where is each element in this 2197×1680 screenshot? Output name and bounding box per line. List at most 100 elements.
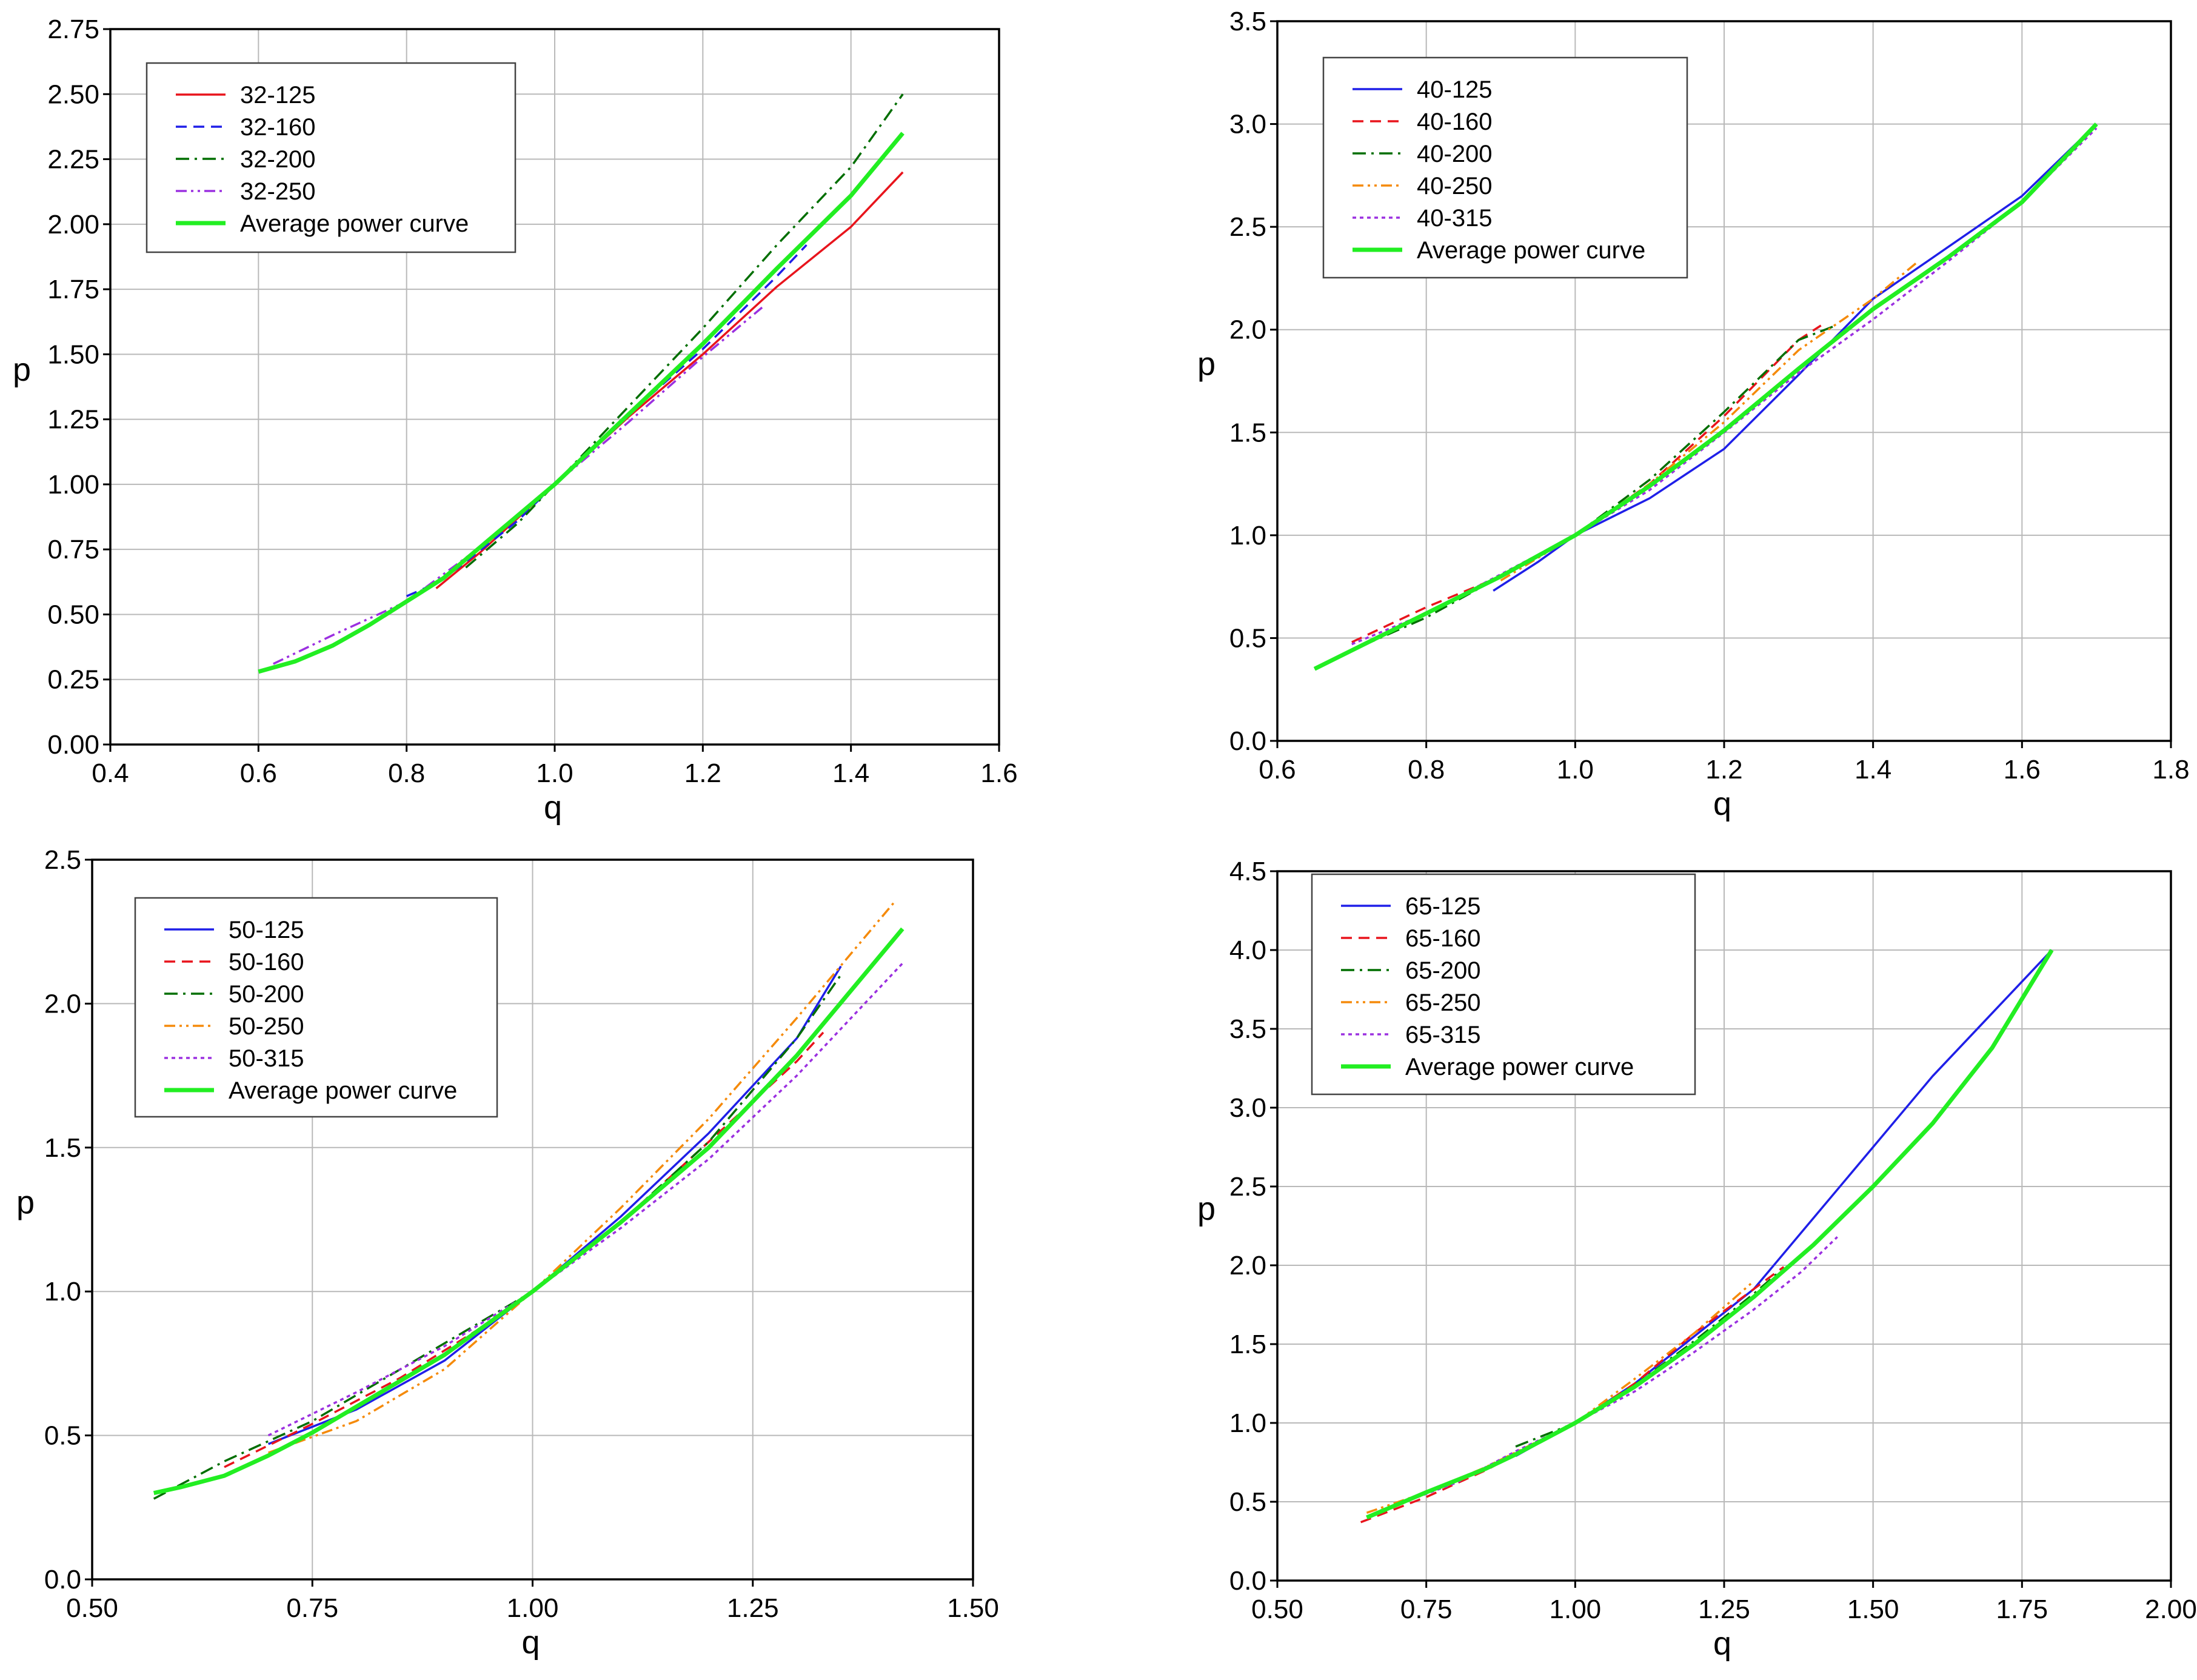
y-tick-label: 1.0 <box>1229 1408 1266 1438</box>
y-tick-label: 3.5 <box>1229 7 1266 36</box>
y-tick-label: 0.0 <box>1229 726 1266 756</box>
legend-label: 50-315 <box>229 1045 304 1072</box>
legend-label: Average power curve <box>1405 1054 1634 1080</box>
legend-label: 40-125 <box>1417 76 1493 103</box>
y-tick-label: 2.00 <box>47 210 99 239</box>
y-axis-label: p <box>1197 346 1216 383</box>
series-line-65-250 <box>1366 1280 1755 1514</box>
legend-label: 65-200 <box>1405 957 1481 984</box>
x-tick-label: 1.6 <box>980 758 1017 788</box>
x-axis-label: q <box>1713 1625 1731 1662</box>
y-tick-label: 1.0 <box>44 1277 81 1307</box>
legend-box <box>1322 56 1688 279</box>
x-tick-label: 2.00 <box>2145 1595 2197 1624</box>
x-tick-label: 1.8 <box>2152 755 2189 785</box>
legend-label: 40-315 <box>1417 205 1493 232</box>
x-tick-label: 0.50 <box>1251 1595 1303 1624</box>
legend-label: 65-125 <box>1405 893 1481 920</box>
legend: 40-125 40-160 40-200 40-250 40-315 Average po… <box>1322 56 1688 279</box>
legend-label: 32-250 <box>240 178 316 205</box>
x-tick-label: 0.6 <box>1259 755 1296 785</box>
chart-panel-1: 0.4 0.6 0.8 1.0 1.2 1.4 1.6 0.00 0.25 0.50 0.75 1.0… <box>13 15 1018 826</box>
y-tick-label: 1.25 <box>47 405 99 435</box>
legend-label: 50-250 <box>229 1013 304 1040</box>
x-axis-label: q <box>544 789 562 826</box>
y-tick-label: 2.5 <box>44 845 81 875</box>
x-axis-label: q <box>1713 786 1731 822</box>
x-tick-label: 1.4 <box>832 758 869 788</box>
y-tick-label: 1.5 <box>1229 1330 1266 1359</box>
y-tick-label: 2.75 <box>47 15 99 44</box>
x-tick-label: 0.8 <box>388 758 425 788</box>
x-tick-label: 0.75 <box>286 1593 338 1623</box>
y-tick-label: 1.00 <box>47 470 99 500</box>
x-tick-label: 1.0 <box>1557 755 1594 785</box>
y-axis-label: p <box>13 352 31 388</box>
y-tick-label: 0.5 <box>1229 1487 1266 1517</box>
y-tick-label: 2.0 <box>44 989 81 1019</box>
x-tick-label: 1.25 <box>727 1593 779 1623</box>
x-tick-label: 1.2 <box>684 758 721 788</box>
y-tick-label: 1.50 <box>47 340 99 369</box>
y-tick-label: 1.5 <box>44 1133 81 1163</box>
x-tick-label: 1.6 <box>2004 755 2041 785</box>
y-axis-label: p <box>1197 1191 1216 1227</box>
legend-label: Average power curve <box>240 210 469 237</box>
y-tick-label: 3.5 <box>1229 1014 1266 1044</box>
legend: 50-125 50-160 50-200 50-250 50-315 Average po… <box>134 897 498 1118</box>
chart-panel-4: 0.50 0.75 1.00 1.25 1.50 1.75 2.00 0.0 0.5 1.0 1.5… <box>1197 857 2197 1662</box>
series-line-32-200 <box>465 93 904 569</box>
series-line-average-power-curve <box>1366 949 2054 1520</box>
x-tick-label: 0.75 <box>1400 1595 1453 1624</box>
chart-panel-2: 0.6 0.8 1.0 1.2 1.4 1.6 1.8 0.0 0.5 1.0 1.5 2.0 2.5 3… <box>1197 7 2190 822</box>
legend-label: 50-160 <box>229 949 304 976</box>
y-tick-label: 0.0 <box>1229 1566 1266 1596</box>
y-tick-label: 0.50 <box>47 600 99 629</box>
x-tick-label: 1.00 <box>1550 1595 1602 1624</box>
y-tick-label: 2.50 <box>47 79 99 109</box>
x-tick-label: 1.50 <box>1847 1595 1899 1624</box>
legend-label: 50-200 <box>229 981 304 1008</box>
legend-label: 40-160 <box>1417 109 1493 135</box>
x-tick-label: 1.75 <box>1996 1595 2048 1624</box>
legend-label: Average power curve <box>229 1077 457 1104</box>
y-tick-label: 1.5 <box>1229 418 1266 447</box>
x-axis-label: q <box>521 1624 540 1661</box>
legend: 32-125 32-160 32-200 32-250 Average power cu… <box>145 62 517 253</box>
y-tick-label: 2.25 <box>47 145 99 175</box>
legend-label: 40-250 <box>1417 173 1493 199</box>
y-tick-label: 0.0 <box>44 1565 81 1595</box>
chart-panel-3: 0.50 0.75 1.00 1.25 1.50 0.0 0.5 1.0 1.5 2.0 2.5 q p… <box>16 845 999 1661</box>
legend-box <box>134 897 498 1118</box>
legend-label: 65-315 <box>1405 1022 1481 1048</box>
series-line-40-160 <box>1351 324 1822 643</box>
series-line-average-power-curve <box>258 132 905 674</box>
x-tick-label: 0.6 <box>240 758 277 788</box>
legend-label: 65-160 <box>1405 925 1481 952</box>
y-tick-label: 2.0 <box>1229 315 1266 345</box>
y-tick-label: 3.0 <box>1229 110 1266 139</box>
legend: 65-125 65-160 65-200 65-250 65-315 Average po… <box>1311 873 1696 1096</box>
legend-label: 65-250 <box>1405 989 1481 1016</box>
series-line-average-power-curve <box>1313 122 2098 671</box>
series-line-40-125 <box>1493 123 2098 592</box>
y-axis-label: p <box>16 1185 35 1221</box>
series-line-65-160 <box>1360 1266 1785 1524</box>
legend-label: Average power curve <box>1417 237 1645 264</box>
y-tick-label: 2.5 <box>1229 212 1266 242</box>
legend-box <box>1311 873 1696 1096</box>
series-line-32-125 <box>435 171 904 589</box>
y-tick-label: 0.5 <box>44 1421 81 1451</box>
legend-label: 40-200 <box>1417 141 1493 167</box>
x-tick-label: 1.2 <box>1705 755 1742 785</box>
x-tick-label: 1.25 <box>1698 1595 1750 1624</box>
x-tick-label: 0.4 <box>92 758 129 788</box>
legend-label: 32-160 <box>240 114 316 141</box>
series-line-average-power-curve <box>153 927 905 1496</box>
y-tick-label: 3.0 <box>1229 1093 1266 1123</box>
series-line-40-250 <box>1500 261 1919 581</box>
y-tick-label: 2.0 <box>1229 1251 1266 1280</box>
x-tick-label: 1.00 <box>507 1593 559 1623</box>
y-tick-label: 2.5 <box>1229 1172 1266 1202</box>
